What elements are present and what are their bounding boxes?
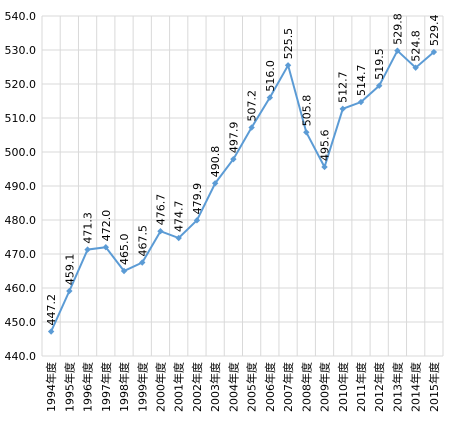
- data-label: 514.7: [355, 65, 368, 97]
- data-label: 505.8: [300, 95, 313, 127]
- x-tick-label: 2009年度: [318, 362, 332, 412]
- data-label: 490.8: [209, 146, 222, 178]
- data-point: [321, 163, 328, 171]
- y-tick-label: 540.0: [5, 10, 37, 23]
- data-label: 529.4: [428, 15, 441, 47]
- data-label: 472.0: [100, 210, 113, 242]
- y-tick-label: 500.0: [5, 146, 37, 159]
- y-tick-label: 510.0: [5, 112, 37, 125]
- y-tick-label: 530.0: [5, 44, 37, 57]
- x-tick-label: 2013年度: [390, 362, 404, 412]
- data-label: 497.9: [227, 122, 240, 153]
- x-tick-label: 2014年度: [409, 362, 423, 412]
- data-point: [303, 129, 310, 136]
- data-label: 519.5: [373, 48, 386, 80]
- data-point: [376, 82, 383, 89]
- data-point: [175, 234, 182, 242]
- y-tick-label: 520.0: [5, 78, 37, 91]
- data-point: [102, 244, 109, 251]
- x-tick-label: 2006年度: [263, 362, 277, 412]
- data-point: [211, 180, 219, 187]
- data-point: [266, 94, 274, 101]
- data-point: [193, 217, 201, 224]
- data-point: [430, 48, 438, 56]
- data-point: [66, 287, 73, 295]
- data-point: [412, 64, 419, 71]
- y-tick-label: 440.0: [5, 350, 37, 363]
- data-label: 471.3: [82, 212, 95, 244]
- data-label: 476.7: [154, 194, 167, 226]
- x-tick-label: 1998年度: [117, 362, 131, 412]
- data-label: 467.5: [136, 225, 149, 257]
- data-label: 459.1: [63, 254, 76, 286]
- data-point: [139, 259, 146, 266]
- x-tick-label: 2011年度: [354, 362, 368, 412]
- data-label: 447.2: [45, 294, 58, 326]
- x-tick-label: 2008年度: [299, 362, 313, 412]
- y-tick-label: 480.0: [5, 214, 37, 227]
- x-tick-label: 2015年度: [427, 362, 441, 412]
- data-point: [84, 246, 91, 253]
- data-point: [357, 98, 365, 106]
- y-tick-label: 470.0: [5, 248, 37, 261]
- data-label: 479.9: [191, 183, 204, 215]
- data-point: [248, 124, 255, 131]
- x-tick-label: 2012年度: [372, 362, 386, 412]
- x-tick-label: 2002年度: [190, 362, 204, 412]
- data-label: 474.7: [173, 201, 186, 233]
- data-point: [157, 228, 164, 235]
- data-label: 465.0: [118, 234, 131, 266]
- y-tick-label: 450.0: [5, 316, 37, 329]
- data-label: 507.2: [246, 90, 259, 122]
- x-tick-label: 2001年度: [172, 362, 186, 412]
- x-tick-label: 2007年度: [281, 362, 295, 412]
- x-tick-label: 2005年度: [245, 362, 259, 412]
- data-point: [284, 62, 292, 69]
- data-label: 495.6: [319, 129, 332, 161]
- data-point: [120, 267, 128, 275]
- data-label: 516.0: [264, 60, 277, 92]
- data-point: [230, 155, 237, 163]
- x-tick-label: 1994年度: [44, 362, 58, 412]
- x-tick-label: 1995年度: [62, 362, 76, 412]
- y-tick-label: 490.0: [5, 180, 37, 193]
- x-tick-label: 1997年度: [99, 362, 113, 412]
- x-tick-label: 2004年度: [226, 362, 240, 412]
- data-label: 525.5: [282, 28, 295, 60]
- x-tick-label: 2000年度: [153, 362, 167, 412]
- y-tick-label: 460.0: [5, 282, 37, 295]
- x-tick-label: 2010年度: [336, 362, 350, 412]
- series-line: [50, 49, 435, 332]
- data-point: [47, 328, 55, 335]
- data-label: 512.7: [337, 71, 350, 103]
- data-point: [394, 47, 401, 54]
- x-tick-label: 1999年度: [135, 362, 149, 412]
- x-tick-label: 2003年度: [208, 362, 222, 412]
- data-label: 524.8: [410, 30, 423, 62]
- x-tick-label: 1996年度: [81, 362, 95, 412]
- data-point: [339, 105, 346, 113]
- data-label: 529.8: [391, 13, 404, 45]
